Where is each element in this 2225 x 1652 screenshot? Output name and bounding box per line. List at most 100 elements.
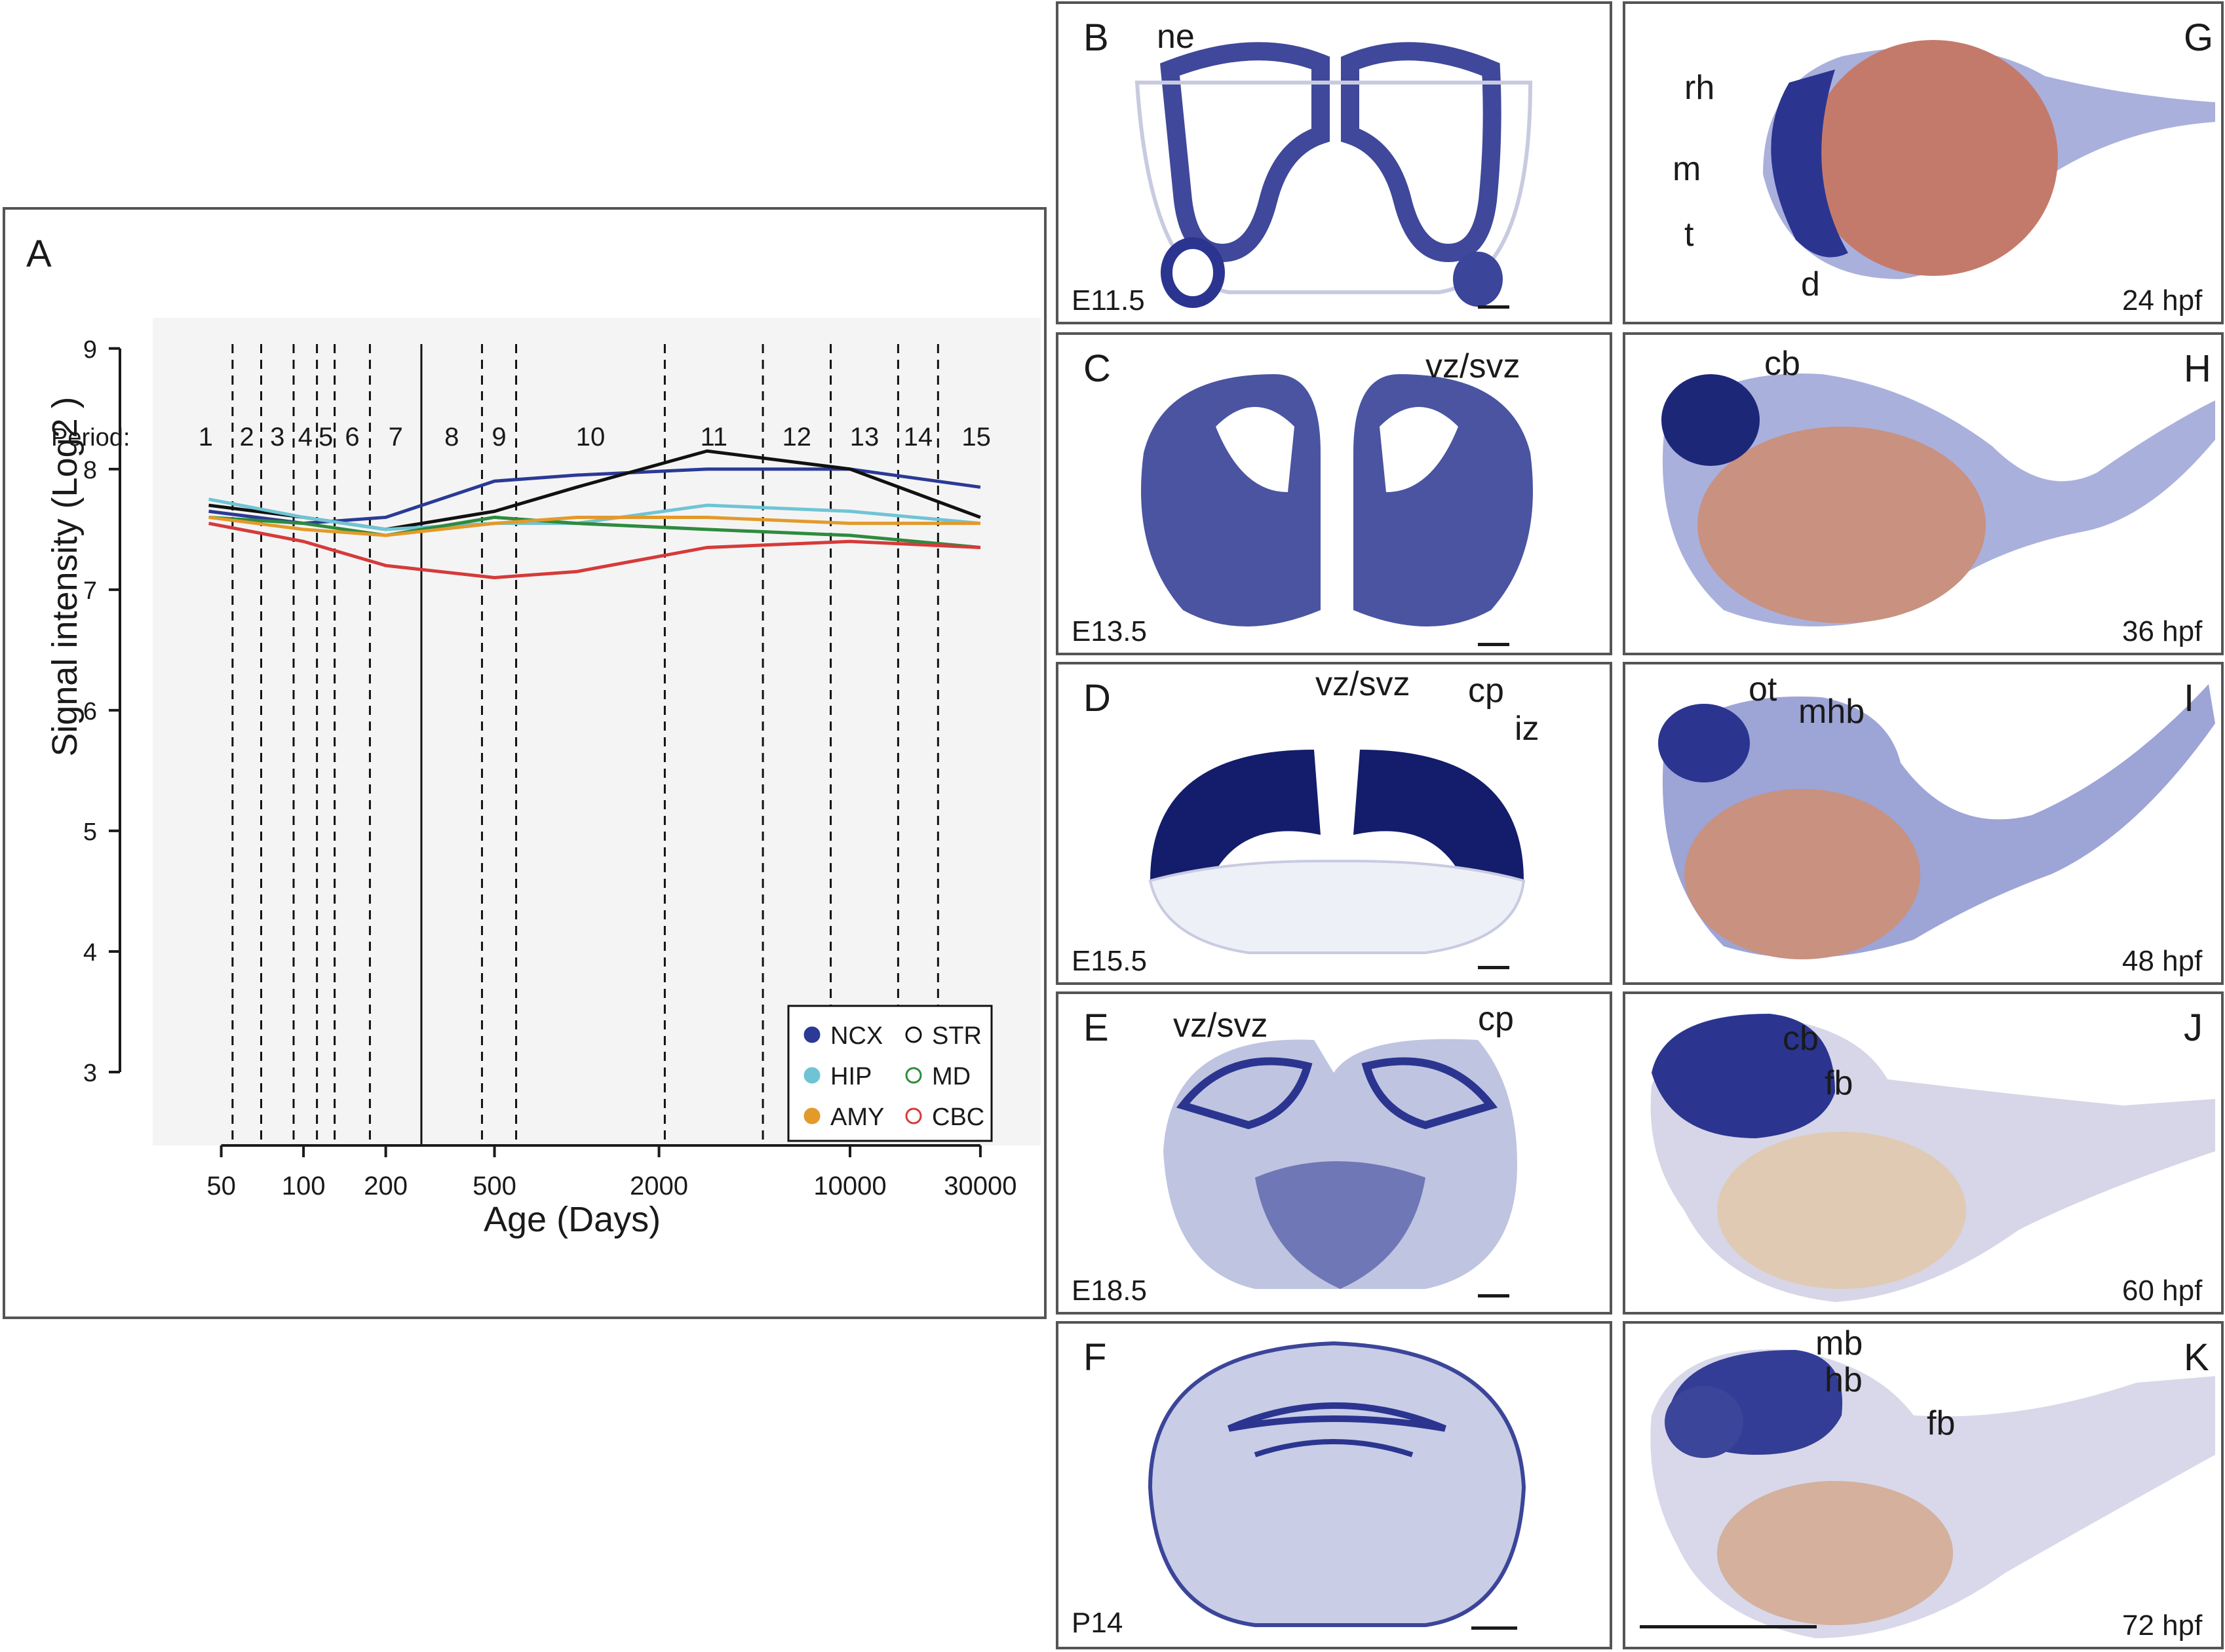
- panel-letter-f: F: [1083, 1336, 1107, 1379]
- period-label: 11: [700, 423, 727, 451]
- panel-letter-e: E: [1083, 1007, 1109, 1049]
- legend-marker-str: [905, 1026, 922, 1043]
- x-tick-label: 50: [206, 1172, 236, 1201]
- legend-marker-ncx: [803, 1026, 821, 1043]
- panel-letter-d: D: [1083, 677, 1111, 720]
- curve-amy: [208, 515, 980, 537]
- panel-letter-i: I: [2184, 677, 2195, 720]
- period-label: 5: [319, 423, 333, 451]
- legend-marker-amy: [803, 1107, 821, 1124]
- scale-bar-c: [1478, 643, 1509, 646]
- label-ne: ne: [1157, 18, 1195, 56]
- panel-letter-b: B: [1083, 16, 1109, 59]
- period-label: 10: [576, 423, 606, 451]
- period-label: 12: [783, 423, 812, 451]
- stage-i: 48 hpf: [2122, 945, 2203, 977]
- legend-label-md: MD: [932, 1063, 971, 1090]
- stage-k: 72 hpf: [2122, 1609, 2203, 1642]
- scale-bar-k: [1640, 1625, 1817, 1628]
- period-label: 9: [492, 423, 506, 451]
- label-fb-k: fb: [1927, 1404, 1956, 1442]
- legend-marker-hip: [803, 1067, 821, 1084]
- zebrafish-48hpf: [1658, 684, 2215, 959]
- stage-f: P14: [1072, 1607, 1123, 1639]
- x-tick-label: 200: [364, 1172, 408, 1201]
- brain-section-e13-5: [1141, 374, 1533, 626]
- y-tick-label: 9: [83, 336, 97, 364]
- legend-label-ncx: NCX: [830, 1022, 883, 1050]
- label-vz-svz-d: vz/svz: [1315, 665, 1410, 703]
- label-cb-j: cb: [1783, 1020, 1819, 1058]
- panel-d: D vz/svz cp iz E15.5: [1056, 662, 1612, 985]
- stage-j: 60 hpf: [2122, 1275, 2203, 1307]
- label-cp-d: cp: [1468, 672, 1504, 710]
- stage-d: E15.5: [1072, 945, 1147, 977]
- label-d: d: [1801, 265, 1820, 303]
- chart-panel-a: A 3 4 5 6 7 8 9 50 100 200 500 2000 10000 30000 Period…: [3, 207, 1047, 1319]
- y-tick-label: 3: [83, 1060, 97, 1087]
- y-tick-label: 5: [83, 818, 97, 846]
- x-tick-label: 100: [282, 1172, 326, 1201]
- panel-c: C vz/svz E13.5: [1056, 332, 1612, 655]
- y-tick-label: 7: [83, 577, 97, 605]
- panel-i: I ot mhb 48 hpf: [1623, 662, 2224, 985]
- scale-bar-d: [1478, 966, 1509, 969]
- zebrafish-24hpf: [1763, 40, 2215, 280]
- legend-label-hip: HIP: [830, 1063, 872, 1090]
- label-cb-h: cb: [1764, 345, 1800, 383]
- period-label: 8: [444, 423, 459, 451]
- zebrafish-36hpf: [1661, 374, 2215, 626]
- scale-bar-b: [1478, 305, 1509, 309]
- period-label: 4: [298, 423, 313, 451]
- zebrafish-60hpf: [1650, 1014, 2215, 1302]
- label-vz-svz-c: vz/svz: [1425, 347, 1520, 385]
- stage-h: 36 hpf: [2122, 615, 2203, 647]
- x-tick-label: 10000: [813, 1172, 886, 1201]
- panel-letter-j: J: [2184, 1007, 2203, 1049]
- panel-e: E vz/svz cp E18.5: [1056, 991, 1612, 1315]
- curve-cbc: [208, 522, 981, 579]
- scale-bar-e: [1478, 1294, 1509, 1297]
- x-axis-label: Age (Days): [484, 1200, 661, 1239]
- period-label: 7: [389, 423, 403, 451]
- label-mhb: mhb: [1798, 693, 1865, 731]
- legend-marker-md: [905, 1067, 922, 1084]
- period-label: 15: [961, 423, 991, 451]
- period-label: 3: [270, 423, 284, 451]
- curve-hip: [208, 497, 981, 531]
- stage-e: E18.5: [1072, 1275, 1147, 1307]
- y-axis-label: Signal intensity (Log2 ): [45, 396, 85, 757]
- label-t: t: [1684, 216, 1694, 254]
- period-label: 2: [240, 423, 254, 451]
- label-cp-e: cp: [1478, 1000, 1514, 1038]
- panel-b: B ne E11.5: [1056, 1, 1612, 324]
- y-tick-label: 8: [83, 457, 97, 484]
- curve-ncx: [208, 467, 981, 526]
- brain-section-e15-5: [1148, 750, 1526, 954]
- zebrafish-72hpf: [1650, 1349, 2215, 1638]
- brain-section-e18-5: [1163, 1039, 1517, 1289]
- period-label: 6: [345, 423, 359, 451]
- legend-label-cbc: CBC: [932, 1104, 984, 1131]
- label-iz-d: iz: [1515, 710, 1539, 748]
- period-label: 13: [850, 423, 880, 451]
- label-fb-j: fb: [1825, 1064, 1853, 1102]
- brain-section-e11-5: [1134, 42, 1533, 308]
- legend-box: [787, 1005, 993, 1142]
- y-tick-label: 4: [83, 939, 97, 967]
- period-prefix: Period:: [51, 424, 130, 451]
- x-tick-label: 30000: [944, 1172, 1016, 1201]
- panel-k: K mb hb fb 72 hpf: [1623, 1321, 2224, 1649]
- panel-j: J cb fb 60 hpf: [1623, 991, 2224, 1315]
- period-label: 1: [199, 423, 213, 451]
- label-hb: hb: [1825, 1361, 1863, 1399]
- legend-label-str: STR: [932, 1022, 982, 1050]
- panel-letter-c: C: [1083, 347, 1111, 390]
- legend-label-amy: AMY: [830, 1104, 884, 1131]
- panel-f: F P14: [1056, 1321, 1612, 1649]
- panel-g: G rh m t d 24 hpf: [1623, 1, 2224, 324]
- label-ot: ot: [1749, 670, 1777, 708]
- label-m: m: [1673, 150, 1701, 188]
- period-label: 14: [904, 423, 933, 451]
